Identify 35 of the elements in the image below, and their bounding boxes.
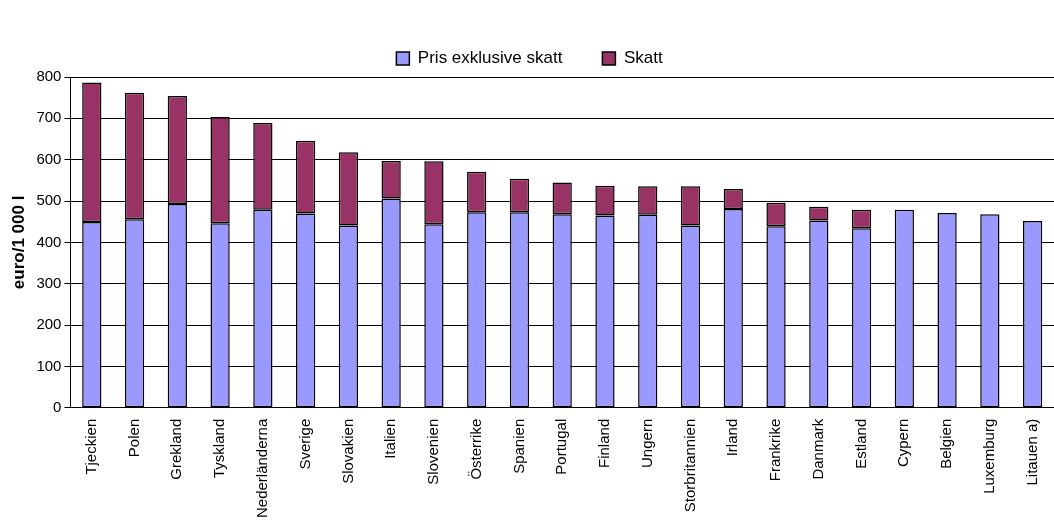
legend-label: Pris exklusive skatt: [417, 48, 563, 68]
x-tick-label: Grekland: [167, 418, 185, 480]
x-tick-label: Ungern: [637, 418, 655, 468]
x-tick-label: Danmark: [808, 418, 826, 480]
y-tick-label: 300: [36, 273, 62, 291]
x-tick-label: Spanien: [509, 418, 527, 474]
x-tick-label: Cypern: [894, 418, 912, 468]
x-tick-label: Österrike: [466, 418, 484, 480]
x-tick-label: Portugal: [552, 418, 570, 475]
y-tick-label: 100: [36, 356, 62, 374]
x-tick-label: Italien: [381, 418, 399, 459]
x-tick-label: Storbritannien: [680, 418, 698, 513]
x-tick-label: Estland: [851, 418, 869, 469]
y-tick-label: 800: [36, 67, 62, 85]
x-tick-label: Belgien: [937, 418, 955, 469]
x-tick-label: Nederländerna: [253, 418, 271, 519]
y-axis-title: euro/1 000 l: [8, 195, 28, 290]
x-tick-label: Irland: [723, 418, 741, 457]
x-tick-label: Litauen a): [1022, 418, 1040, 486]
x-tick-label: Tyskland: [210, 418, 228, 478]
x-tick-label: Tjeckien: [81, 418, 99, 475]
x-tick-label: Luxemburg: [979, 418, 997, 494]
y-tick-label: 200: [36, 315, 62, 333]
y-tick-label: 500: [36, 191, 62, 209]
y-tick-label: 0: [53, 397, 62, 415]
x-tick-label: Sverige: [295, 418, 313, 470]
x-tick-label: Frankrike: [766, 418, 784, 482]
x-tick-label: Slovenien: [424, 418, 442, 485]
y-tick-label: 700: [36, 108, 62, 126]
legend-label: Skatt: [623, 48, 663, 68]
x-tick-label: Slovakien: [338, 418, 356, 484]
x-tick-label: Finland: [595, 418, 613, 468]
y-tick-label: 400: [36, 232, 62, 250]
x-tick-label: Polen: [124, 418, 142, 458]
y-tick-label: 600: [36, 149, 62, 167]
